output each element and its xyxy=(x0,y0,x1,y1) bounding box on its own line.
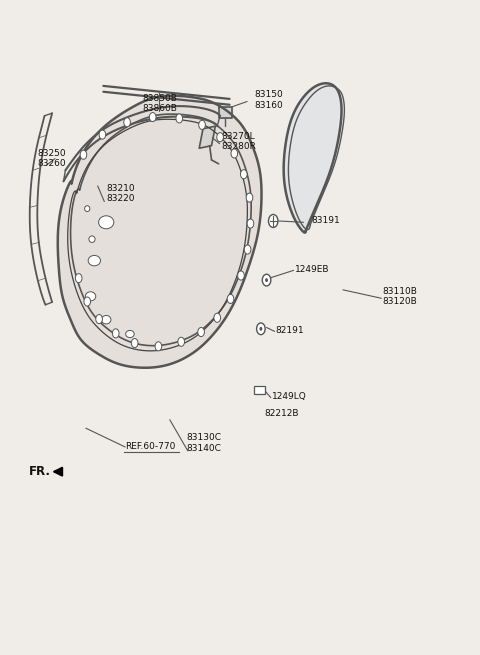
Ellipse shape xyxy=(98,215,114,229)
Circle shape xyxy=(112,329,119,338)
Circle shape xyxy=(99,130,106,139)
Circle shape xyxy=(84,297,91,306)
Circle shape xyxy=(257,323,265,335)
Text: 82212B: 82212B xyxy=(264,409,299,418)
Circle shape xyxy=(260,327,262,331)
Circle shape xyxy=(199,121,205,130)
Circle shape xyxy=(75,274,82,283)
Text: 1249EB: 1249EB xyxy=(295,265,329,274)
Circle shape xyxy=(178,337,184,346)
Circle shape xyxy=(214,313,220,322)
Circle shape xyxy=(124,118,131,127)
Polygon shape xyxy=(58,96,261,367)
Polygon shape xyxy=(199,126,216,148)
Ellipse shape xyxy=(85,291,96,301)
Circle shape xyxy=(132,339,138,348)
Circle shape xyxy=(96,314,102,324)
Text: 83270L
83280R: 83270L 83280R xyxy=(221,132,256,151)
Circle shape xyxy=(231,149,238,158)
Circle shape xyxy=(238,271,244,280)
Text: 83250
83260: 83250 83260 xyxy=(37,149,66,168)
Circle shape xyxy=(268,214,278,227)
Polygon shape xyxy=(219,107,232,119)
Text: 83130C
83140C: 83130C 83140C xyxy=(187,434,222,453)
Ellipse shape xyxy=(84,206,90,212)
Circle shape xyxy=(217,133,223,141)
Circle shape xyxy=(244,245,251,254)
Text: FR.: FR. xyxy=(29,465,51,478)
Circle shape xyxy=(265,278,268,282)
Circle shape xyxy=(247,219,254,228)
Circle shape xyxy=(227,294,234,303)
Circle shape xyxy=(240,170,247,179)
Text: 83191: 83191 xyxy=(311,216,340,225)
Text: 1249LQ: 1249LQ xyxy=(272,392,307,402)
FancyBboxPatch shape xyxy=(254,386,264,394)
Text: REF.60-770: REF.60-770 xyxy=(125,443,176,451)
Polygon shape xyxy=(284,83,342,231)
Text: 83150
83160: 83150 83160 xyxy=(254,90,283,110)
Circle shape xyxy=(262,274,271,286)
Ellipse shape xyxy=(89,236,95,242)
Circle shape xyxy=(155,342,162,351)
Text: 83110B
83120B: 83110B 83120B xyxy=(383,287,417,306)
Circle shape xyxy=(80,150,87,159)
Ellipse shape xyxy=(88,255,100,266)
Text: 83210
83220: 83210 83220 xyxy=(106,184,135,204)
Circle shape xyxy=(149,113,156,122)
Ellipse shape xyxy=(101,316,111,324)
Circle shape xyxy=(176,114,182,123)
Circle shape xyxy=(198,328,204,337)
Text: 83850B
83860B: 83850B 83860B xyxy=(142,94,177,113)
Ellipse shape xyxy=(126,330,134,337)
Circle shape xyxy=(246,193,253,202)
Text: 82191: 82191 xyxy=(276,326,304,335)
